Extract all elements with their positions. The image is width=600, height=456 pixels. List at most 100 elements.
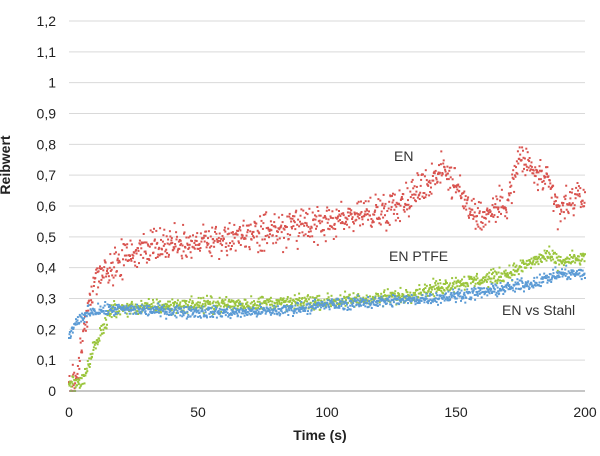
data-point: [584, 277, 586, 279]
data-point: [71, 331, 74, 334]
data-point: [452, 288, 455, 291]
data-point: [562, 202, 565, 204]
data-point: [378, 222, 381, 225]
data-point: [524, 163, 527, 166]
data-point: [543, 175, 546, 178]
data-point: [429, 182, 432, 185]
data-point: [187, 236, 190, 239]
data-point: [533, 181, 536, 184]
data-point: [408, 294, 411, 297]
data-point: [244, 307, 247, 310]
data-point: [398, 203, 401, 206]
data-point: [357, 213, 360, 216]
data-point: [394, 290, 397, 293]
data-point: [450, 287, 453, 289]
data-point: [545, 277, 548, 280]
data-point: [446, 282, 448, 285]
data-point: [549, 273, 552, 276]
data-point: [390, 303, 393, 306]
data-point: [552, 258, 555, 261]
data-point: [127, 304, 130, 307]
data-point: [534, 255, 537, 258]
data-point: [476, 215, 478, 218]
data-point: [255, 222, 258, 225]
data-point: [161, 307, 164, 310]
data-point: [275, 305, 278, 308]
data-point: [328, 308, 331, 311]
data-point: [526, 284, 529, 287]
data-point: [87, 304, 90, 307]
data-point: [239, 244, 242, 246]
data-point: [249, 313, 252, 316]
data-point: [376, 305, 379, 307]
data-point: [346, 303, 348, 306]
data-point: [151, 242, 154, 245]
data-point: [107, 311, 110, 314]
data-point: [251, 312, 254, 315]
data-point: [425, 292, 428, 295]
data-point: [548, 253, 551, 256]
data-point: [197, 296, 200, 299]
data-point: [107, 310, 109, 312]
data-point: [307, 230, 310, 233]
data-point: [572, 214, 575, 217]
data-point: [155, 298, 158, 301]
data-point: [125, 254, 128, 257]
data-point: [475, 275, 478, 278]
data-point: [295, 307, 298, 310]
data-point: [430, 291, 432, 294]
data-point: [116, 259, 119, 262]
data-point: [529, 261, 532, 264]
data-point: [394, 219, 397, 222]
data-point: [398, 303, 401, 306]
data-point: [438, 289, 441, 291]
data-point: [462, 191, 465, 194]
data-point: [345, 302, 348, 304]
data-point: [505, 285, 508, 288]
data-point: [396, 295, 399, 297]
data-point: [390, 208, 393, 211]
data-point: [300, 308, 303, 311]
data-point: [102, 306, 105, 309]
data-point: [469, 214, 472, 216]
data-point: [315, 296, 318, 299]
data-point: [126, 308, 129, 311]
data-point: [320, 299, 323, 302]
data-point: [77, 356, 80, 359]
data-point: [549, 182, 552, 185]
data-point: [96, 311, 99, 314]
data-point: [503, 285, 506, 288]
data-point: [212, 316, 215, 318]
data-point: [299, 214, 302, 217]
data-point: [241, 302, 244, 305]
data-point: [500, 212, 502, 215]
data-point: [508, 181, 511, 184]
data-point: [215, 307, 218, 310]
data-point: [486, 278, 489, 281]
data-point: [472, 289, 475, 292]
data-point: [188, 306, 191, 309]
data-point: [356, 294, 359, 297]
data-point: [89, 308, 92, 311]
data-point: [453, 186, 455, 189]
data-point: [311, 211, 314, 214]
data-point: [497, 208, 500, 211]
data-point: [346, 223, 348, 226]
data-point: [118, 310, 121, 313]
data-point: [113, 266, 116, 269]
data-point: [304, 299, 307, 302]
data-point: [508, 286, 511, 289]
data-point: [406, 298, 409, 301]
data-point: [374, 295, 377, 298]
data-point: [451, 178, 454, 181]
data-point: [210, 296, 213, 299]
data-point: [341, 221, 344, 223]
data-point: [373, 213, 376, 216]
data-point: [306, 300, 308, 303]
data-point: [163, 312, 166, 315]
data-point: [379, 223, 382, 226]
data-point: [298, 297, 301, 299]
data-point: [214, 306, 217, 308]
data-point: [464, 195, 467, 198]
data-point: [195, 302, 198, 305]
